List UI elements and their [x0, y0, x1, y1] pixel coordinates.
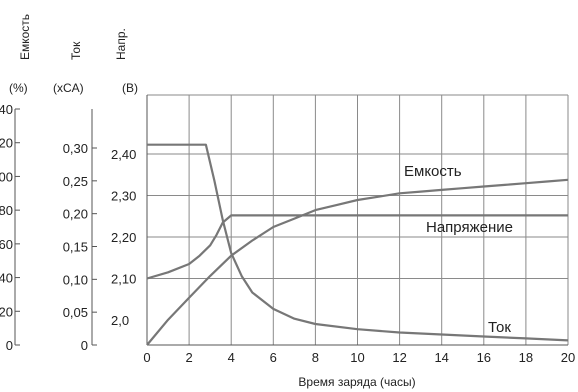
- voltage-axis-unit: (В): [122, 81, 138, 95]
- series-line-capacity: [146, 178, 569, 346]
- capacity-axis-title: Емкость: [18, 14, 32, 60]
- current-axis-unit: (xCA): [53, 81, 84, 95]
- capacity-tick-label-140: 140: [0, 102, 13, 117]
- capacity-tick-label-40: 40: [0, 271, 13, 286]
- series-line-current: [147, 143, 569, 342]
- x-tick-label-0: 0: [143, 350, 150, 365]
- x-tick-label-12: 12: [392, 350, 406, 365]
- voltage-tick-label-2,20: 2,20: [111, 230, 136, 245]
- current-tick-label-0,10: 0,10: [63, 272, 88, 287]
- series-label-current: Ток: [488, 319, 511, 336]
- current-tick-label-0,20: 0,20: [63, 207, 88, 222]
- capacity-tick-label-20: 20: [0, 304, 13, 319]
- x-tick-label-6: 6: [270, 350, 277, 365]
- capacity-axis-unit: (%): [9, 81, 28, 95]
- capacity-tick-label-60: 60: [0, 237, 13, 252]
- capacity-tick-label-120: 120: [0, 136, 13, 151]
- voltage-tick-label-2,40: 2,40: [111, 147, 136, 162]
- x-tick-label-14: 14: [434, 350, 448, 365]
- current-tick-label-0: 0: [81, 338, 88, 353]
- current-tick-label-0,05: 0,05: [63, 305, 88, 320]
- current-tick-label-0,15: 0,15: [63, 240, 88, 255]
- x-axis-label: Время заряда (часы): [298, 375, 415, 389]
- voltage-axis-title: Напр.: [114, 28, 128, 60]
- x-tick-label-16: 16: [477, 350, 491, 365]
- current-axis-title: Ток: [69, 41, 83, 60]
- x-tick-label-8: 8: [312, 350, 319, 365]
- series-label-voltage: Напряжение: [426, 219, 513, 236]
- x-tick-label-4: 4: [228, 350, 235, 365]
- capacity-tick-label-100: 100: [0, 169, 13, 184]
- voltage-tick-label-2,30: 2,30: [111, 189, 136, 204]
- x-tick-label-10: 10: [350, 350, 364, 365]
- series-label-capacity: Емкость: [404, 163, 462, 180]
- curves: [146, 143, 569, 346]
- capacity-tick-label-0: 0: [6, 338, 13, 353]
- voltage-tick-label-2,0: 2,0: [111, 313, 129, 328]
- x-tick-label-2: 2: [185, 350, 192, 365]
- plot-grid: [147, 94, 569, 345]
- current-tick-label-0,25: 0,25: [63, 174, 88, 189]
- x-tick-label-20: 20: [561, 350, 575, 365]
- axes: [14, 95, 568, 346]
- current-tick-label-0,30: 0,30: [63, 141, 88, 156]
- capacity-tick-label-80: 80: [0, 203, 13, 218]
- voltage-tick-label-2,10: 2,10: [111, 272, 136, 287]
- series-line-voltage: [146, 214, 568, 280]
- x-tick-label-18: 18: [519, 350, 533, 365]
- labels: 0 2 4 6 8 10 12 14 16 18 20 2,0 2,10 2,20 2,30 2,40 0 20 4…: [0, 14, 575, 389]
